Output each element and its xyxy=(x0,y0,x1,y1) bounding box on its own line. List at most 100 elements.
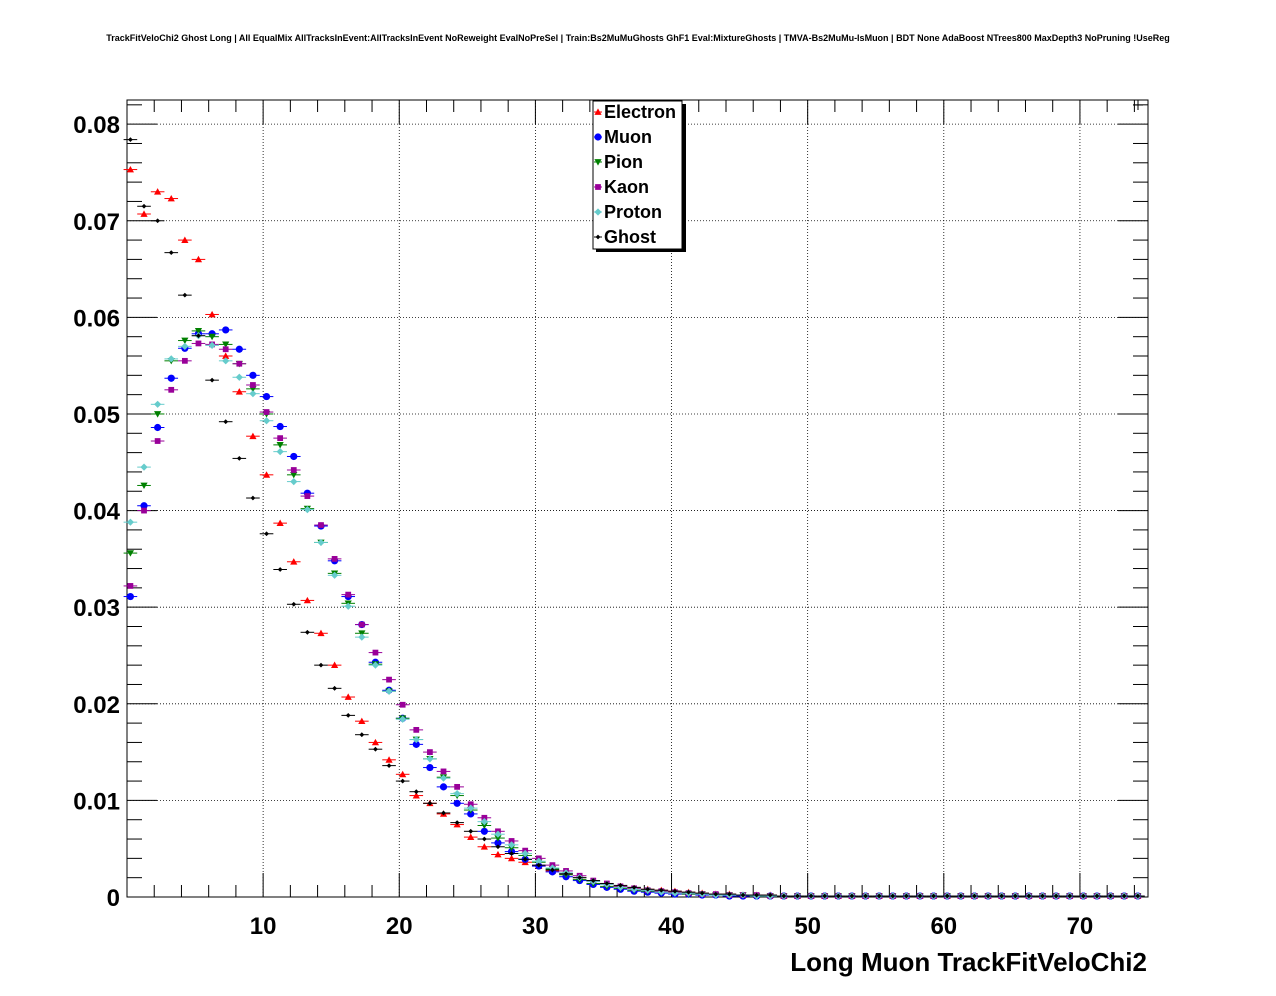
data-point xyxy=(154,438,161,444)
data-point xyxy=(808,893,814,899)
data-point xyxy=(686,889,691,895)
data-point xyxy=(140,463,148,471)
data-point xyxy=(181,236,189,243)
data-point xyxy=(249,390,257,398)
data-point xyxy=(454,820,460,826)
data-point xyxy=(154,400,162,408)
data-point xyxy=(441,810,446,816)
data-point xyxy=(140,482,148,490)
data-point xyxy=(196,333,201,339)
data-point xyxy=(155,218,161,224)
data-point xyxy=(290,477,298,486)
data-point xyxy=(235,388,243,395)
data-point xyxy=(181,337,189,345)
y-tick-label: 0 xyxy=(107,885,120,912)
data-point xyxy=(863,893,868,899)
data-point xyxy=(358,633,366,641)
data-point xyxy=(1108,893,1113,899)
data-point xyxy=(481,836,487,842)
data-point xyxy=(290,558,298,565)
data-point xyxy=(507,854,516,862)
data-point xyxy=(480,843,488,850)
data-point xyxy=(795,893,800,899)
data-point xyxy=(1040,893,1045,899)
data-point xyxy=(917,893,923,899)
data-point xyxy=(767,892,773,898)
data-point xyxy=(277,435,284,442)
data-point xyxy=(740,892,746,898)
data-point xyxy=(222,326,230,334)
data-point xyxy=(835,893,841,899)
data-point xyxy=(262,471,271,478)
y-tick-label: 0.04 xyxy=(73,499,120,526)
legend-label-ghost: Ghost xyxy=(604,227,656,247)
data-point xyxy=(931,893,936,899)
data-point xyxy=(399,715,407,723)
legend-label-muon: Muon xyxy=(604,127,652,147)
data-point xyxy=(480,822,488,830)
data-point xyxy=(344,602,352,610)
data-point xyxy=(276,422,284,431)
data-point xyxy=(235,345,243,353)
data-point xyxy=(699,890,705,896)
data-point xyxy=(999,893,1005,899)
data-point xyxy=(167,194,175,202)
data-point xyxy=(345,591,352,598)
axis-ticks xyxy=(127,100,1148,898)
data-point xyxy=(509,851,514,856)
data-point xyxy=(358,717,366,725)
data-point xyxy=(373,746,378,752)
data-point xyxy=(618,883,623,888)
data-point xyxy=(208,341,216,349)
data-point xyxy=(181,342,189,350)
data-point xyxy=(944,893,950,899)
data-point xyxy=(262,392,271,401)
data-point xyxy=(439,783,448,791)
data-point xyxy=(386,763,392,769)
data-point xyxy=(563,871,569,877)
x-tick-label: 30 xyxy=(522,913,549,940)
series-ghost xyxy=(123,137,1145,899)
data-point xyxy=(1094,893,1100,899)
data-points xyxy=(123,137,1145,900)
data-point xyxy=(222,357,230,365)
data-point xyxy=(304,493,311,499)
data-point xyxy=(236,456,242,461)
data-point xyxy=(890,893,896,899)
data-point xyxy=(154,411,162,418)
data-point xyxy=(645,886,651,892)
data-point xyxy=(291,601,297,607)
data-point xyxy=(536,862,542,868)
data-point xyxy=(426,755,434,763)
data-point xyxy=(222,352,230,359)
data-point xyxy=(140,502,148,510)
data-point xyxy=(467,804,475,812)
legend-label-kaon: Kaon xyxy=(604,177,649,197)
data-point xyxy=(1026,893,1032,899)
data-point xyxy=(495,844,501,850)
data-point xyxy=(371,661,380,669)
data-point xyxy=(400,778,406,784)
data-point xyxy=(658,887,664,893)
data-point xyxy=(631,884,637,890)
data-point xyxy=(209,377,215,383)
data-point xyxy=(1053,893,1059,899)
data-point xyxy=(195,340,202,347)
data-point xyxy=(194,255,203,263)
data-point xyxy=(332,685,338,691)
x-tick-label: 70 xyxy=(1067,913,1094,940)
data-point xyxy=(140,210,148,217)
data-point xyxy=(168,386,175,393)
data-point xyxy=(290,452,298,461)
data-point xyxy=(277,567,283,572)
data-point xyxy=(849,893,855,899)
data-point xyxy=(222,346,229,353)
data-point xyxy=(359,732,365,738)
data-point xyxy=(290,471,298,479)
data-point xyxy=(167,374,175,382)
data-point xyxy=(168,250,174,256)
data-point xyxy=(467,810,475,818)
data-point xyxy=(141,507,147,514)
data-point xyxy=(972,893,977,899)
x-tick-label: 40 xyxy=(658,913,685,940)
